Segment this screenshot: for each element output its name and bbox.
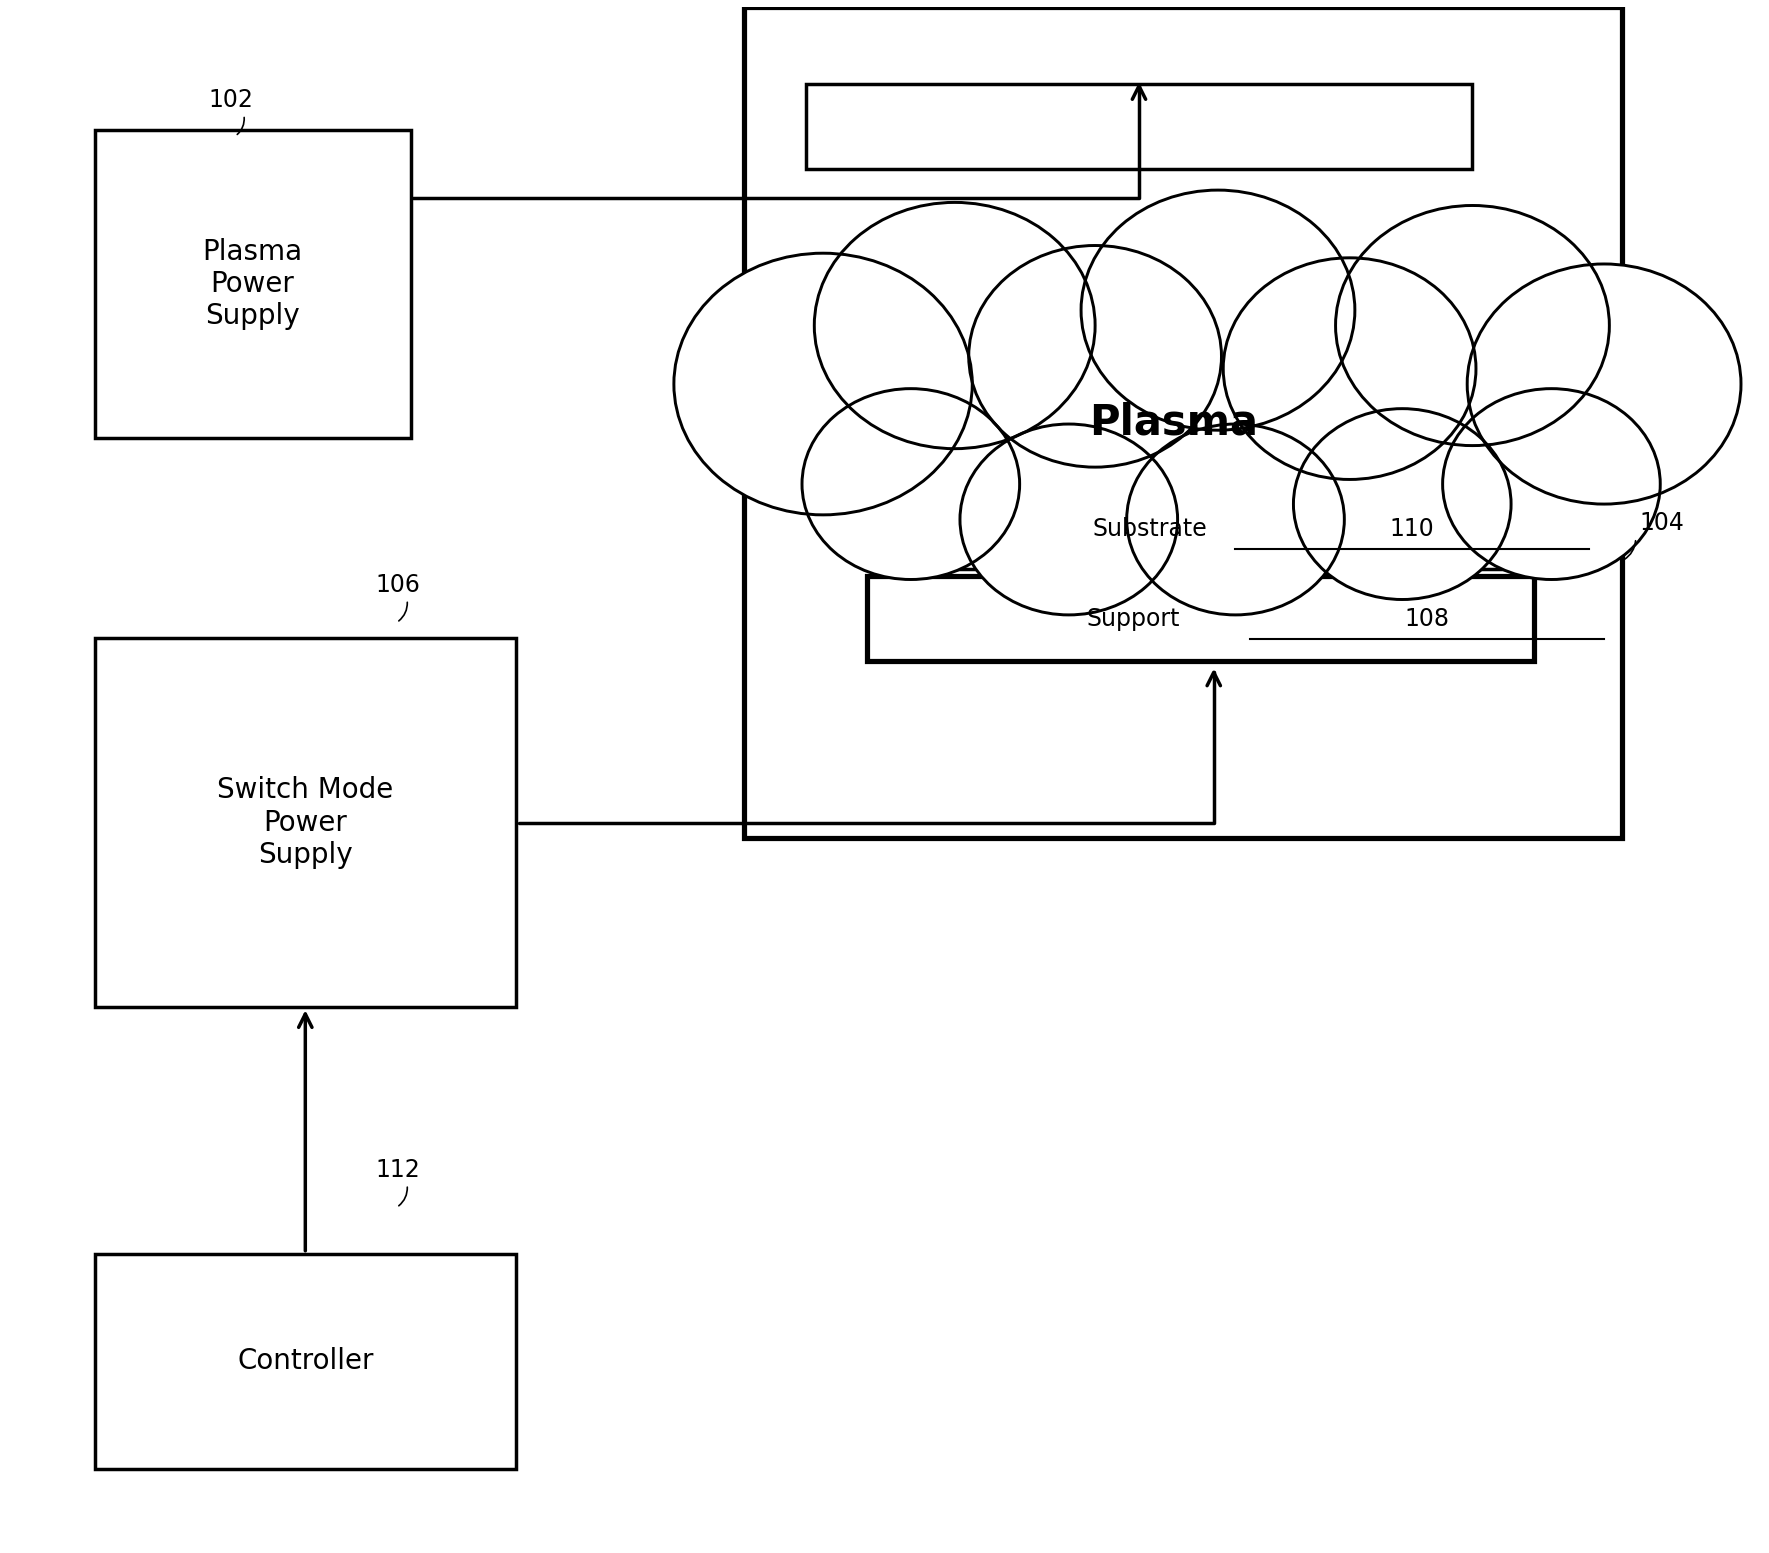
FancyBboxPatch shape xyxy=(867,576,1534,662)
Circle shape xyxy=(1444,388,1661,579)
Text: Plasma: Plasma xyxy=(1090,402,1258,444)
Circle shape xyxy=(801,388,1019,579)
Text: 110: 110 xyxy=(1390,517,1435,540)
Text: Substrate: Substrate xyxy=(1091,517,1206,540)
Text: 102: 102 xyxy=(209,89,253,112)
Text: Support: Support xyxy=(1086,607,1180,631)
Circle shape xyxy=(674,253,973,516)
FancyBboxPatch shape xyxy=(805,84,1472,169)
Circle shape xyxy=(969,245,1221,467)
FancyBboxPatch shape xyxy=(911,489,1507,568)
Text: 104: 104 xyxy=(1640,511,1684,536)
Circle shape xyxy=(1467,264,1741,505)
Circle shape xyxy=(1222,258,1475,480)
Circle shape xyxy=(814,202,1095,449)
Circle shape xyxy=(1127,424,1344,615)
Circle shape xyxy=(961,424,1178,615)
Text: 112: 112 xyxy=(375,1157,421,1182)
FancyBboxPatch shape xyxy=(96,1253,517,1469)
Circle shape xyxy=(1081,189,1355,430)
FancyBboxPatch shape xyxy=(745,6,1622,839)
Text: Switch Mode
Power
Supply: Switch Mode Power Supply xyxy=(218,776,393,870)
Text: 108: 108 xyxy=(1405,607,1449,631)
Circle shape xyxy=(1293,408,1511,599)
Text: 106: 106 xyxy=(375,573,421,596)
FancyBboxPatch shape xyxy=(96,130,410,438)
FancyBboxPatch shape xyxy=(96,638,517,1008)
Text: Controller: Controller xyxy=(237,1348,373,1376)
Text: Plasma
Power
Supply: Plasma Power Supply xyxy=(203,238,302,331)
Circle shape xyxy=(1336,205,1610,446)
